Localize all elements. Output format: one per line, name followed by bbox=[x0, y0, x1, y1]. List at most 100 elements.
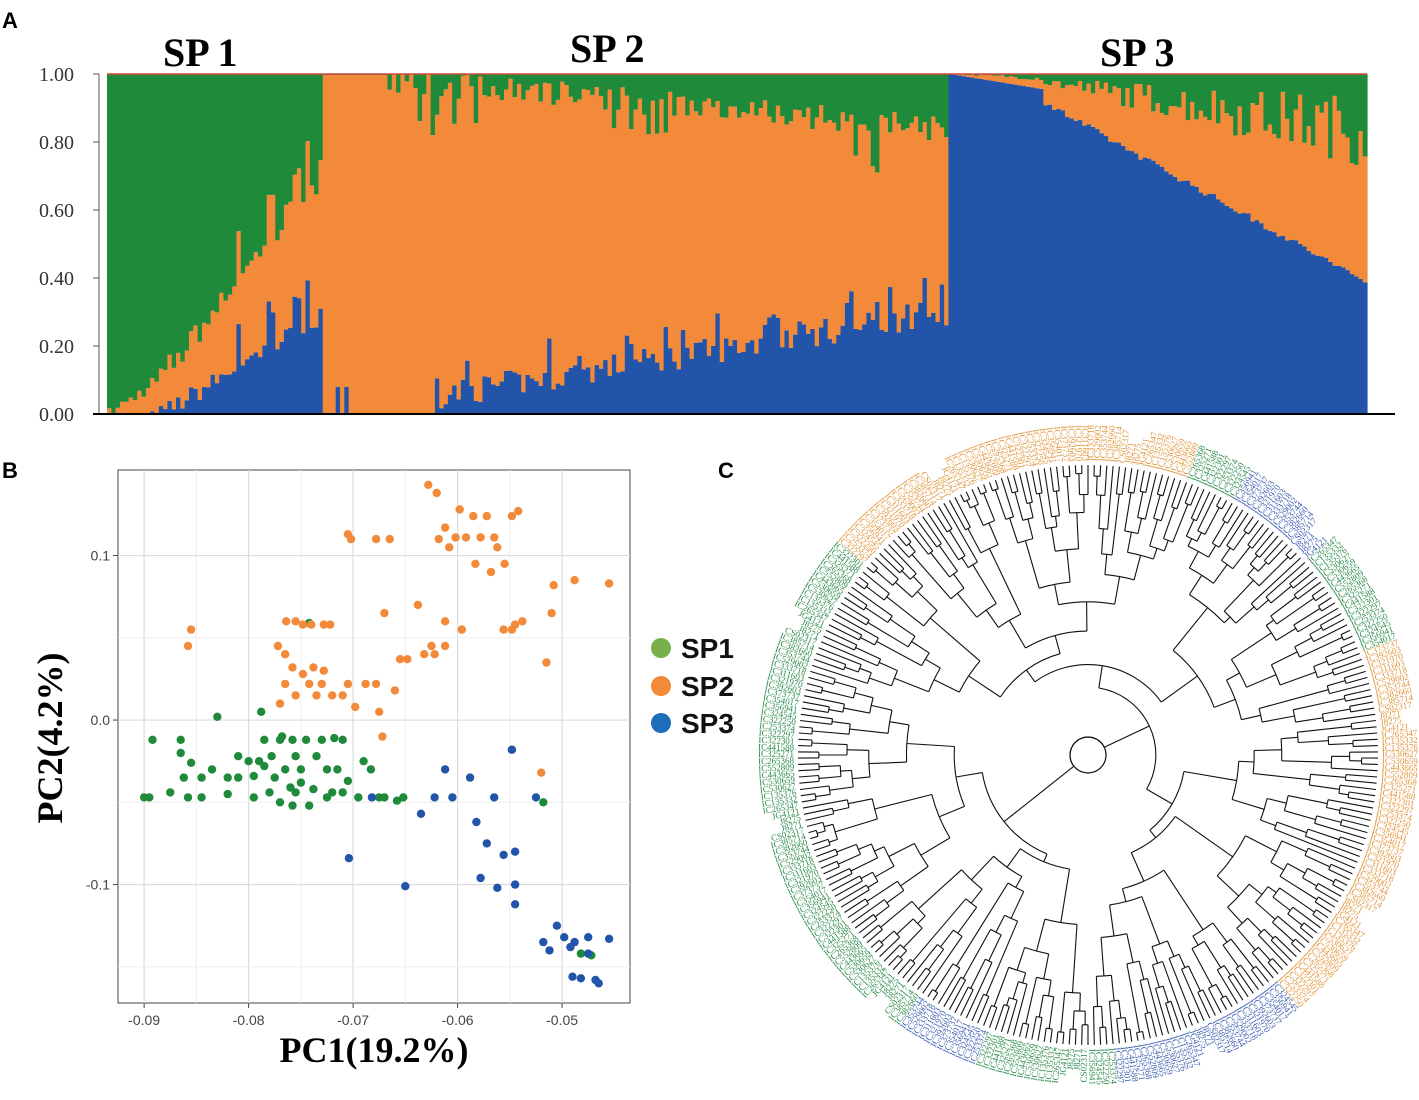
dendrogram-branch bbox=[874, 905, 890, 918]
structure-bar-segment bbox=[892, 74, 898, 113]
structure-bar-segment bbox=[1172, 176, 1178, 414]
dendrogram-arc bbox=[1197, 989, 1204, 993]
dendrogram-branch bbox=[818, 854, 838, 863]
dendrogram-branch bbox=[1225, 995, 1233, 1007]
dendrogram-branch bbox=[1226, 512, 1249, 546]
dendrogram-arc bbox=[905, 724, 910, 763]
structure-bar-segment bbox=[663, 327, 669, 414]
dendrogram-arc bbox=[928, 550, 934, 555]
structure-bar-segment bbox=[1125, 74, 1131, 89]
structure-bar-segment bbox=[1103, 82, 1109, 137]
structure-bar-segment bbox=[1354, 74, 1359, 165]
dendrogram-arc bbox=[1184, 502, 1191, 506]
structure-bar-segment bbox=[737, 352, 742, 414]
structure-bar-segment bbox=[227, 374, 233, 414]
dendrogram-branch bbox=[927, 512, 960, 561]
dendrogram-branch bbox=[1232, 531, 1247, 551]
structure-bar-segment bbox=[486, 377, 492, 414]
structure-bar-segment bbox=[568, 96, 574, 368]
structure-bar-segment bbox=[340, 75, 345, 415]
dendrogram-leaf-label: CS02317 bbox=[1117, 429, 1131, 464]
dendrogram-branch bbox=[927, 948, 945, 971]
dendrogram-branch bbox=[1279, 671, 1316, 686]
dendrogram-arc bbox=[1343, 695, 1347, 702]
dendrogram-branch bbox=[973, 505, 984, 526]
structure-bar-segment bbox=[590, 94, 596, 383]
pca-point-sp2 bbox=[309, 663, 318, 672]
dendrogram-branch bbox=[957, 906, 978, 934]
dendrogram-arc bbox=[967, 986, 974, 991]
dendrogram-branch bbox=[850, 857, 878, 872]
dendrogram-leaf-label: IC356941 bbox=[1087, 1049, 1097, 1085]
dendrogram-arc bbox=[1227, 973, 1234, 978]
dendrogram-branch bbox=[1297, 581, 1322, 600]
pca-point-sp2 bbox=[275, 699, 285, 708]
dendrogram-arc bbox=[1069, 511, 1085, 514]
structure-bar-segment bbox=[1125, 88, 1131, 151]
structure-bar-segment bbox=[667, 74, 673, 92]
structure-bar-segment bbox=[137, 390, 143, 414]
dendrogram-arc bbox=[999, 653, 1061, 698]
structure-bar-segment bbox=[896, 332, 902, 414]
structure-bar-segment bbox=[642, 74, 647, 115]
structure-bar-segment bbox=[236, 74, 242, 232]
structure-bar-segment bbox=[594, 365, 600, 414]
dendrogram-branch bbox=[820, 641, 878, 667]
structure-bar-segment bbox=[810, 128, 816, 329]
structure-bar-segment bbox=[689, 358, 695, 414]
dendrogram-branch bbox=[1345, 774, 1378, 778]
dendrogram-arc bbox=[967, 561, 978, 569]
dendrogram-arc bbox=[858, 634, 863, 641]
pca-point-sp2 bbox=[507, 511, 517, 521]
dendrogram-branch bbox=[948, 500, 966, 531]
dendrogram-branch bbox=[1250, 557, 1302, 605]
dendrogram-branch bbox=[844, 898, 866, 913]
dendrogram-branch bbox=[1099, 465, 1102, 477]
dendrogram-branch bbox=[943, 503, 978, 563]
dendrogram-arc bbox=[1109, 999, 1119, 1002]
dendrogram-arc bbox=[890, 670, 899, 686]
structure-bar-segment bbox=[283, 204, 289, 330]
dendrogram-branch bbox=[965, 491, 971, 500]
structure-bar-segment bbox=[1237, 213, 1243, 414]
dendrogram-branch bbox=[1327, 799, 1374, 809]
structure-bar-segment bbox=[1181, 92, 1187, 181]
dendrogram-branch bbox=[971, 993, 985, 1022]
structure-bar-segment bbox=[245, 74, 250, 266]
structure-bar-segment bbox=[1146, 84, 1152, 159]
dendrogram-branch bbox=[1238, 760, 1255, 763]
dendrogram-branch bbox=[1078, 473, 1081, 495]
structure-bar-segment bbox=[1233, 135, 1239, 212]
structure-bar-segment bbox=[836, 334, 842, 414]
structure-bar-segment bbox=[1246, 132, 1252, 214]
dendrogram-branch bbox=[1104, 725, 1150, 748]
dendrogram-arc bbox=[857, 664, 862, 673]
dendrogram-branch bbox=[1114, 576, 1121, 605]
dendrogram-branch bbox=[874, 793, 932, 810]
structure-bar-segment bbox=[1289, 74, 1295, 142]
dendrogram-branch bbox=[1232, 546, 1251, 570]
dendrogram-branch bbox=[962, 929, 992, 979]
dendrogram-leaf-label: IC385714 bbox=[1111, 425, 1125, 462]
dendrogram-arc bbox=[820, 687, 824, 694]
structure-bar-segment bbox=[810, 74, 816, 129]
dendrogram-branch bbox=[1071, 924, 1078, 993]
pca-point-sp1 bbox=[166, 788, 175, 797]
dendrogram-arc bbox=[1116, 1016, 1126, 1020]
structure-bar-segment bbox=[758, 108, 764, 339]
dendrogram-leaf-label: IC356941 bbox=[1045, 427, 1059, 464]
dendrogram-arc bbox=[1340, 647, 1344, 654]
dendrogram-branch bbox=[1055, 491, 1060, 516]
dendrogram-branch bbox=[1130, 852, 1145, 882]
structure-bar-segment bbox=[918, 302, 924, 414]
structure-bar-segment bbox=[206, 324, 212, 388]
structure-bar-segment bbox=[883, 74, 889, 118]
structure-bar-segment bbox=[1259, 92, 1265, 224]
structure-bar-segment bbox=[335, 386, 341, 414]
dendrogram-branch bbox=[1043, 468, 1053, 517]
dendrogram-branch bbox=[1137, 518, 1143, 534]
dendrogram-branch bbox=[971, 488, 980, 505]
dendrogram-arc bbox=[1152, 960, 1163, 966]
dendrogram-branch bbox=[828, 873, 853, 886]
dendrogram-branch bbox=[1076, 512, 1080, 549]
